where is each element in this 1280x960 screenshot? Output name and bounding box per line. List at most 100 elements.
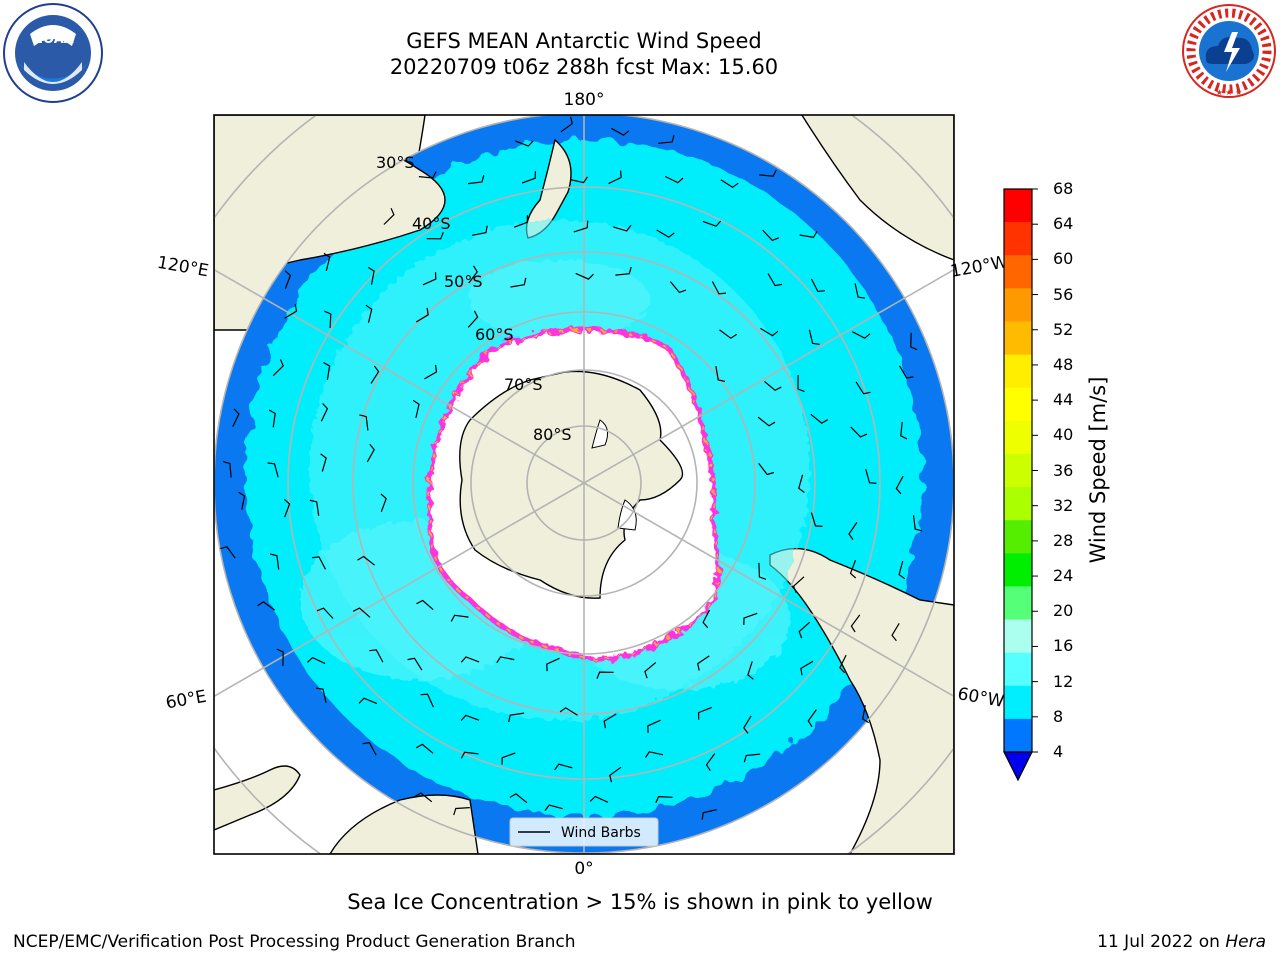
colorbar-tick-label: 24 xyxy=(1053,566,1074,586)
wind-barb xyxy=(849,559,857,579)
wind-barb xyxy=(848,522,858,541)
wind-barb xyxy=(383,208,395,225)
colorbar-segment xyxy=(1004,553,1032,587)
wind-barb xyxy=(898,560,906,580)
colorbar-segment xyxy=(1004,222,1032,256)
wind-barb xyxy=(715,366,726,382)
wind-barb xyxy=(268,409,276,428)
wind-barb xyxy=(719,329,738,339)
colorbar-label: Wind Speed [m/s] xyxy=(1086,376,1110,564)
wind-barb xyxy=(611,127,630,136)
wind-barb xyxy=(323,252,331,272)
wind-barb xyxy=(320,453,327,472)
wind-barb xyxy=(222,461,232,478)
wind-barb xyxy=(284,304,298,319)
colorbar-segment xyxy=(1004,354,1032,389)
wind-barb xyxy=(276,648,284,666)
colorbar-tick-label: 44 xyxy=(1053,390,1074,410)
wind-barb xyxy=(426,232,444,240)
wind-barb xyxy=(569,176,588,184)
wind-barb xyxy=(608,170,622,185)
colorbar-tick-label: 12 xyxy=(1053,671,1074,691)
colorbar-segment xyxy=(1004,321,1032,356)
wind-barb xyxy=(309,499,320,516)
wind-barb xyxy=(891,622,900,642)
wind-barb xyxy=(366,443,375,463)
wind-barb xyxy=(912,515,923,532)
wind-barb xyxy=(792,576,805,593)
wind-barb xyxy=(521,171,536,184)
wind-barb xyxy=(839,654,847,674)
wind-barb xyxy=(899,365,914,379)
wind-barb xyxy=(573,220,589,233)
lat-label-80s: 80°S xyxy=(533,425,572,444)
wind-barb xyxy=(743,612,758,626)
wind-barb xyxy=(358,697,378,705)
wind-barb xyxy=(509,793,528,804)
longitude-labels: 180° 120°E 120°W 60°E 60°W 0° xyxy=(156,90,1010,879)
wind-barb xyxy=(306,656,326,665)
wind-barb xyxy=(711,281,726,295)
wind-barb xyxy=(767,273,783,287)
wind-barb xyxy=(283,498,291,518)
lat-label-70s: 70°S xyxy=(504,375,543,394)
colorbar-segment xyxy=(1004,487,1032,521)
colorbar-tick-label: 20 xyxy=(1053,601,1074,621)
wind-barb xyxy=(232,408,240,427)
wind-barb xyxy=(855,381,871,395)
colorbar-tick-label: 28 xyxy=(1053,530,1074,550)
wind-barb xyxy=(460,714,480,721)
wind-barb xyxy=(508,712,525,723)
wind-barb xyxy=(468,175,485,185)
wind-barb xyxy=(416,599,434,611)
colorbar-tick-label: 40 xyxy=(1053,425,1074,445)
sea-ice-caption: Sea Ice Concentration > 15% is shown in … xyxy=(347,890,933,914)
date-stamp-text: 11 Jul 2022 on xyxy=(1097,932,1220,952)
wind-barb xyxy=(910,332,918,351)
wind-barb xyxy=(702,220,722,227)
wind-barb xyxy=(701,809,718,820)
wind-barb xyxy=(810,512,823,527)
colorbar-tick-label: 52 xyxy=(1053,319,1074,339)
lon-label-120e: 120°E xyxy=(156,253,210,282)
colorbar-segment xyxy=(1004,619,1032,654)
lon-label-60w: 60°W xyxy=(956,684,1006,712)
wind-barb xyxy=(559,707,578,716)
wind-barb xyxy=(323,361,331,380)
colorbar-segment xyxy=(1004,685,1032,720)
noaa-logo-text: NOAA xyxy=(32,32,74,47)
wind-barb xyxy=(272,359,284,377)
wind-barb xyxy=(367,266,375,285)
wind-barb xyxy=(414,792,433,803)
wind-barb xyxy=(644,662,657,679)
wind-barb xyxy=(764,380,782,392)
wind-barb xyxy=(865,469,877,484)
wind-barb xyxy=(453,807,470,816)
wind-barb xyxy=(743,715,752,734)
wind-barb xyxy=(501,752,516,765)
wind-barb xyxy=(546,657,560,672)
wind-barb xyxy=(320,403,329,422)
wind-barb xyxy=(424,364,438,380)
colorbar-tick-label: 56 xyxy=(1053,284,1074,304)
colorbar-tick-label: 60 xyxy=(1053,249,1074,269)
wind-barb xyxy=(810,413,828,424)
wind-barb xyxy=(472,225,488,236)
wind-barb xyxy=(854,283,866,299)
wind-barb xyxy=(238,491,246,510)
colorbar-tick-label: 4 xyxy=(1053,742,1064,761)
wind-barb xyxy=(808,329,820,345)
graticule xyxy=(214,115,954,854)
colorbar-segment xyxy=(1004,387,1032,422)
lon-label-60e: 60°E xyxy=(164,687,208,714)
wind-barb xyxy=(655,795,673,804)
wind-barb xyxy=(468,265,478,284)
wind-barb xyxy=(759,169,777,177)
wind-barb xyxy=(359,414,369,431)
wind-barb xyxy=(589,795,609,803)
colorbar-extend-min xyxy=(1003,751,1033,782)
wind-barb xyxy=(365,304,373,323)
wind-barb xyxy=(665,175,684,184)
wind-barb xyxy=(747,661,754,680)
wind-barb xyxy=(797,374,805,393)
